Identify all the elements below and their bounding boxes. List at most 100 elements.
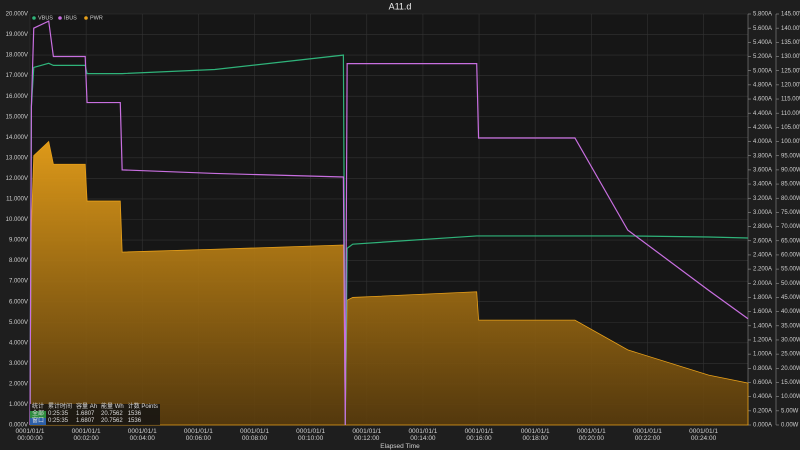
y3-tick-label: 115.00W bbox=[781, 97, 800, 103]
cell: 1.6807 bbox=[76, 418, 95, 424]
y2-tick-label: 1.200A bbox=[753, 338, 772, 344]
y2-tick-label: 1.800A bbox=[753, 295, 772, 301]
y3-tick-label: 25.00W bbox=[781, 352, 800, 358]
chart-title: A11.d bbox=[389, 1, 412, 11]
y3-tick-label: 110.00W bbox=[781, 111, 800, 117]
y2-tick-label: 2.400A bbox=[753, 253, 772, 259]
line bbox=[29, 54, 749, 426]
stats-table: 统计 累计时间 容量 Ah 能量 Wh 计数 Points 全部 0:25:35… bbox=[30, 404, 161, 425]
cell: 1536 bbox=[127, 418, 142, 424]
y-tick-label: 13.000V bbox=[6, 155, 28, 161]
cell: 0:25:35 bbox=[48, 411, 69, 417]
y3-tick-label: 140.00W bbox=[781, 26, 800, 32]
stats-row: 全部 0:25:35 1.6807 20.7562 1536 bbox=[30, 411, 160, 418]
y3-tick-label: 85.00W bbox=[781, 182, 800, 188]
y3-tick-label: 130.00W bbox=[781, 54, 800, 60]
y-tick-label: 6.000V bbox=[9, 299, 28, 305]
x-tick-label: 0001/01/1 00:00:00 bbox=[15, 428, 45, 442]
y2-tick-label: 2.000A bbox=[753, 281, 772, 287]
y2-tick-label: 0.200A bbox=[753, 408, 772, 414]
cell: 计数 Points bbox=[127, 404, 159, 410]
y3-tick-label: 40.00W bbox=[781, 309, 800, 315]
y-tick-label: 16.000V bbox=[6, 94, 28, 100]
y-tick-label: 0.000V bbox=[9, 423, 28, 429]
y-tick-label: 2.000V bbox=[9, 381, 28, 387]
x-tick-label: 0001/01/1 00:02:00 bbox=[71, 428, 101, 442]
cell: 全部 bbox=[30, 411, 47, 418]
y2-tick-label: 5.000A bbox=[753, 68, 772, 74]
y2-tick-label: 0.800A bbox=[753, 366, 772, 372]
stats-row: 窗口 0:25:35 1.6807 20.7562 1536 bbox=[30, 418, 160, 425]
line bbox=[29, 20, 749, 426]
x-tick-label: 0001/01/1 00:06:00 bbox=[183, 428, 213, 442]
y-tick-label: 19.000V bbox=[6, 32, 28, 38]
y-tick-label: 15.000V bbox=[6, 114, 28, 120]
cell: 1536 bbox=[127, 411, 142, 417]
y2-tick-label: 3.400A bbox=[753, 182, 772, 188]
legend-label: IBUS bbox=[64, 15, 77, 21]
cell: 窗口 bbox=[30, 418, 47, 425]
x-tick-label: 0001/01/1 00:08:00 bbox=[240, 428, 269, 442]
y2-tick-label: 2.800A bbox=[753, 224, 772, 230]
y2-tick-label: 0.600A bbox=[753, 380, 772, 386]
stats-header: 统计 累计时间 容量 Ah 能量 Wh 计数 Points bbox=[30, 404, 160, 411]
legend-label: VBUS bbox=[38, 15, 53, 21]
y-tick-label: 5.000V bbox=[9, 320, 28, 326]
y-tick-label: 8.000V bbox=[9, 258, 28, 264]
y3-tick-label: 145.00W bbox=[781, 12, 800, 18]
y3-tick-label: 100.00W bbox=[781, 139, 800, 145]
y3-tick-label: 90.00W bbox=[781, 167, 800, 173]
y3-tick-label: 135.00W bbox=[781, 40, 800, 46]
y3-tick-label: 15.00W bbox=[781, 380, 800, 386]
cell: 20.7562 bbox=[101, 411, 123, 417]
y2-tick-label: 2.600A bbox=[753, 238, 772, 244]
y3-tick-label: 0.00W bbox=[781, 423, 799, 429]
cell: 1.6807 bbox=[76, 411, 95, 417]
y2-tick-label: 5.600A bbox=[753, 26, 772, 32]
y-tick-label: 1.000V bbox=[9, 402, 28, 408]
x-tick-label: 0001/01/1 00:12:00 bbox=[352, 428, 382, 442]
y2-tick-label: 4.200A bbox=[753, 125, 772, 131]
y3-tick-label: 50.00W bbox=[781, 281, 800, 287]
y2-tick-label: 1.400A bbox=[753, 323, 772, 329]
y-tick-label: 17.000V bbox=[6, 73, 28, 79]
y3-tick-label: 95.00W bbox=[781, 153, 800, 159]
y3-tick-label: 45.00W bbox=[781, 295, 800, 301]
y3-tick-label: 10.00W bbox=[781, 394, 800, 400]
y2-tick-label: 1.000A bbox=[753, 352, 772, 358]
x-tick-label: 0001/01/1 00:14:00 bbox=[408, 428, 438, 442]
y2-tick-label: 3.200A bbox=[753, 196, 772, 202]
cell: 能量 Wh bbox=[101, 404, 124, 410]
cell: 统计 bbox=[32, 404, 45, 410]
y3-tick-label: 70.00W bbox=[781, 224, 800, 230]
y-tick-label: 12.000V bbox=[6, 176, 28, 182]
y3-tick-label: 30.00W bbox=[781, 338, 800, 344]
y2-tick-label: 0.000A bbox=[753, 423, 772, 429]
x-tick-label: 0001/01/1 00:04:00 bbox=[127, 428, 157, 442]
y-tick-label: 18.000V bbox=[6, 53, 28, 59]
y2-tick-label: 3.800A bbox=[753, 153, 772, 159]
y2-tick-label: 3.600A bbox=[753, 167, 772, 173]
x-tick-label: 0001/01/1 00:20:00 bbox=[576, 428, 606, 442]
y2-tick-label: 2.200A bbox=[753, 267, 772, 273]
y3-tick-label: 35.00W bbox=[781, 323, 800, 329]
cell: 容量 Ah bbox=[76, 404, 98, 410]
y2-tick-label: 1.600A bbox=[753, 309, 772, 315]
y2-tick-label: 5.800A bbox=[753, 12, 772, 18]
y2-tick-label: 0.400A bbox=[753, 394, 772, 400]
legend-label: PWR bbox=[90, 15, 103, 21]
x-tick-label: 0001/01/1 00:22:00 bbox=[632, 428, 662, 442]
y2-tick-label: 4.600A bbox=[753, 97, 772, 103]
y-tick-label: 4.000V bbox=[9, 340, 28, 346]
y3-tick-label: 20.00W bbox=[781, 366, 800, 372]
cell: 累计时间 bbox=[48, 404, 73, 410]
y3-tick-label: 60.00W bbox=[781, 253, 800, 259]
y2-tick-label: 4.800A bbox=[753, 82, 772, 88]
y-tick-label: 7.000V bbox=[9, 279, 28, 285]
x-tick-label: 0001/01/1 00:16:00 bbox=[464, 428, 494, 442]
y2-tick-label: 5.200A bbox=[753, 54, 772, 60]
cell: 20.7562 bbox=[101, 418, 123, 424]
y-tick-label: 11.000V bbox=[6, 197, 28, 203]
